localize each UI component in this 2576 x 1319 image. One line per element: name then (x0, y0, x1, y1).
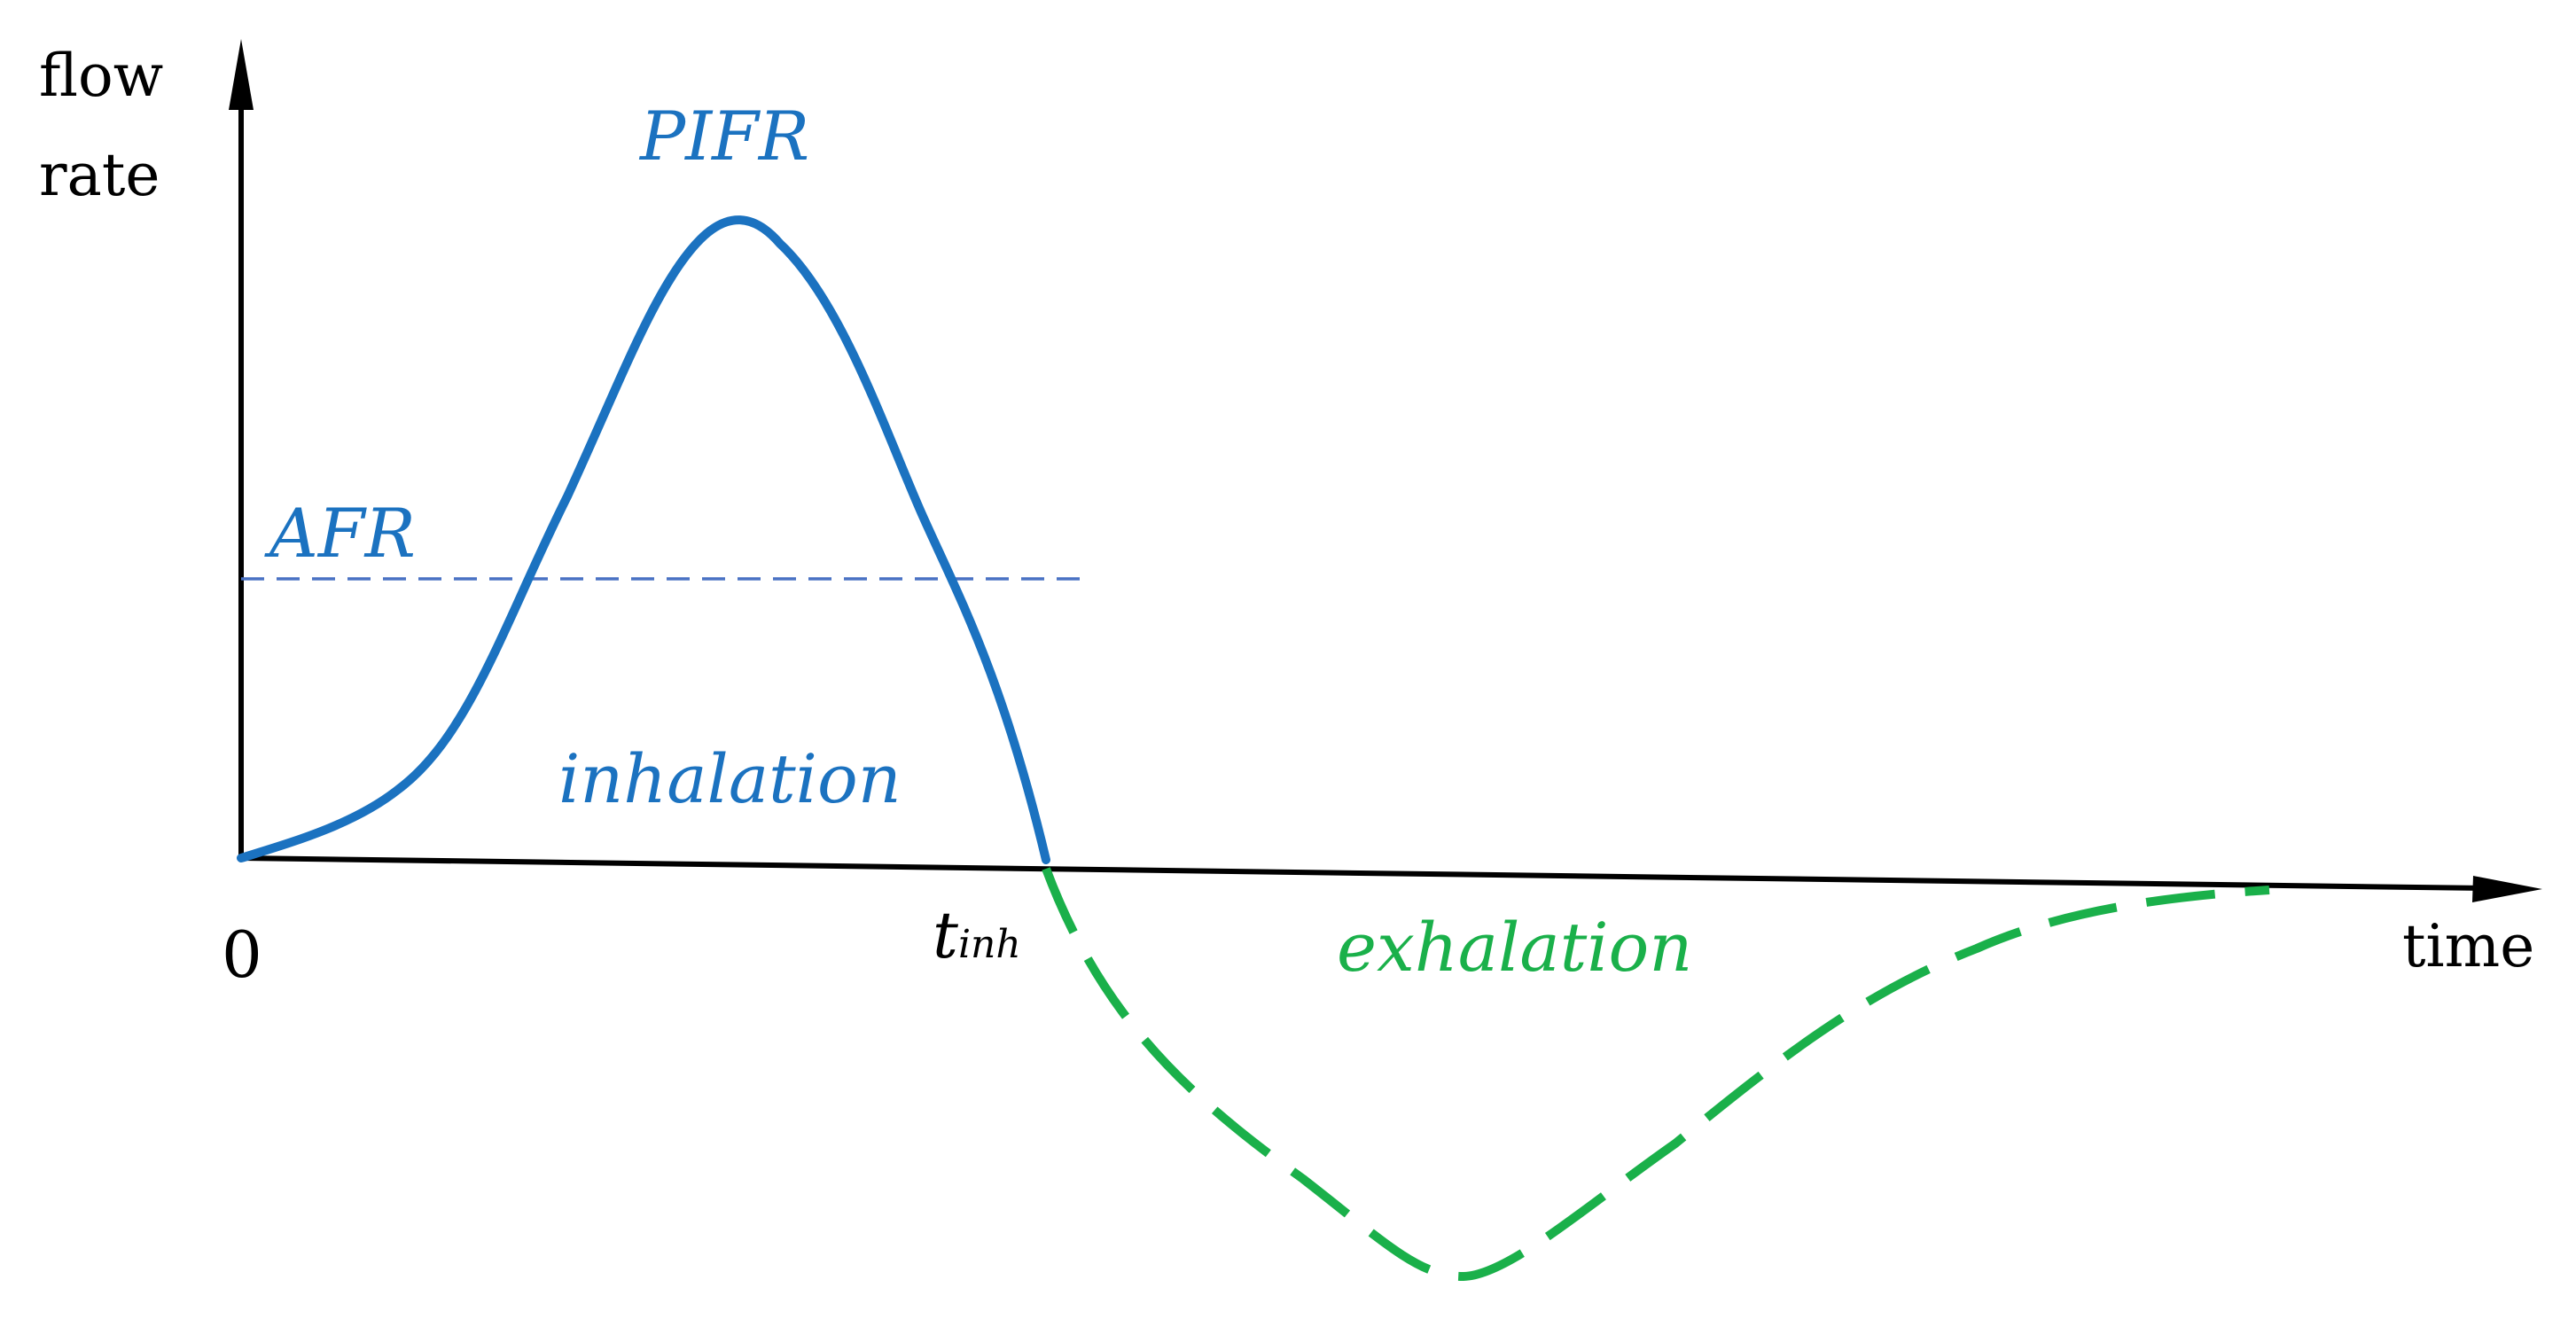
x-axis-label: time (2402, 912, 2534, 980)
exhalation-curve (1042, 867, 2270, 1282)
t-inh-main: t (933, 898, 959, 972)
origin-label: 0 (222, 917, 262, 992)
y-axis-label-line2: rate (39, 141, 160, 209)
exhalation-label: exhalation (1337, 908, 1692, 987)
pifr-label: PIFR (638, 97, 809, 176)
x-axis (240, 855, 2483, 891)
afr-label: AFR (264, 494, 416, 573)
x-axis-arrowhead (2472, 876, 2542, 902)
inhalation-curve (237, 215, 1050, 864)
y-axis-arrowhead (229, 39, 254, 110)
inhalation-label: inhalation (558, 739, 902, 818)
t-inh-label: tinh (933, 898, 1021, 972)
y-axis-label-line1: flow (39, 42, 163, 110)
t-inh-subscript: inh (958, 922, 1021, 967)
